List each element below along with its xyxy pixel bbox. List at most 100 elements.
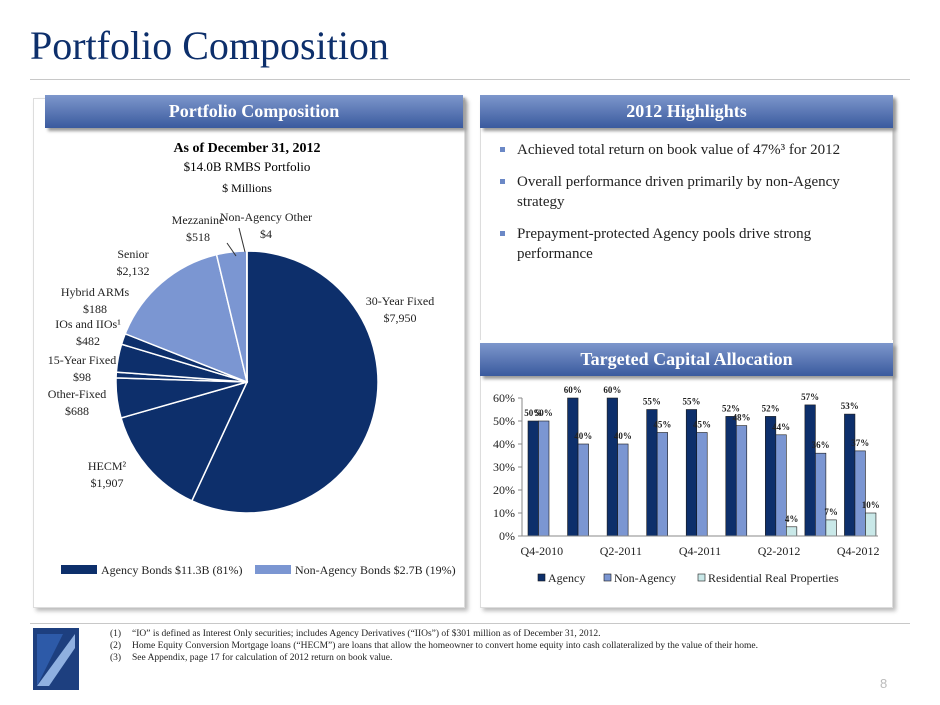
slice-label: Non-Agency Other: [220, 210, 312, 224]
y-tick-label: 50%: [493, 414, 515, 428]
bar: [606, 397, 618, 537]
panel-header: 2012 Highlights: [480, 95, 893, 128]
slice-value: $482: [76, 334, 100, 348]
x-tick-label: Q4-2011: [679, 544, 721, 558]
x-tick-label: Q2-2011: [600, 544, 642, 558]
x-tick-label: Q4-2010: [520, 544, 563, 558]
slice-label: Hybrid ARMs: [61, 285, 130, 299]
value-label: 60%: [603, 385, 621, 395]
x-tick-label: Q2-2012: [758, 544, 801, 558]
logo: [33, 628, 79, 690]
highlight: Overall performance driven primarily by …: [485, 172, 865, 212]
slice-value: $1,907: [91, 476, 124, 490]
footnote-number: (1): [110, 629, 122, 639]
slide-title: Portfolio Composition: [30, 23, 389, 68]
footnotes: (1) “IO” is defined as Interest Only secu…: [110, 629, 758, 665]
slice-value: $4: [260, 227, 272, 241]
value-label: 40%: [574, 431, 592, 441]
pie-slice: [120, 380, 249, 502]
leader-line: [226, 242, 237, 257]
legend-swatch: [537, 573, 546, 582]
slice-value: $518: [186, 230, 210, 244]
gap: [480, 340, 893, 344]
value-label: 50%: [524, 408, 542, 418]
bar: [538, 420, 550, 537]
bar: [844, 413, 856, 537]
bar: [656, 432, 668, 537]
legend-label: Residential Real Properties: [708, 571, 839, 585]
value-label: 7%: [824, 507, 838, 517]
footnote-number: (3): [110, 653, 122, 663]
pie-chart: As of December 31, 2012 $14.0B RMBS Port…: [48, 141, 456, 577]
bar: [725, 416, 737, 537]
value-label: 10%: [862, 500, 880, 510]
highlight: Prepayment-protected Agency pools drive …: [485, 224, 865, 264]
y-tick-label: 0%: [499, 529, 515, 543]
highlight: Achieved total return on book value of 4…: [485, 140, 865, 160]
slice-value: $98: [73, 370, 91, 384]
y-tick-label: 30%: [493, 460, 515, 474]
bar: [577, 443, 589, 537]
slice-value: $188: [83, 302, 107, 316]
value-label: 4%: [785, 514, 799, 524]
x-tick-label: Q4-2012: [837, 544, 880, 558]
slice-value: $688: [65, 404, 89, 418]
slice-label: IOs and IIOs¹: [55, 317, 121, 331]
chart-subtitle: $14.0B RMBS Portfolio: [184, 159, 311, 174]
slice-label: Mezzanine: [172, 213, 225, 227]
bar: [815, 452, 827, 537]
divider: [30, 79, 910, 80]
value-label: 44%: [772, 422, 790, 432]
panel-header: Portfolio Composition: [45, 95, 463, 128]
divider: [30, 623, 910, 624]
highlights: Achieved total return on book value of 4…: [485, 140, 865, 276]
value-label: 52%: [762, 403, 780, 413]
legend-label: Non-Agency: [614, 571, 676, 585]
value-label: 57%: [801, 392, 819, 402]
legend-swatch: [697, 573, 706, 582]
bar-chart: 0%10%20%30%40%50%60%50%50%Q4-201060%40%6…: [493, 385, 880, 585]
value-label: 60%: [564, 385, 582, 395]
bar: [696, 432, 708, 537]
slice-label: HECM²: [88, 459, 127, 473]
bar: [854, 450, 866, 537]
pie-slice: [190, 250, 379, 514]
value-label: 53%: [841, 401, 859, 411]
page-number: 8: [880, 676, 888, 691]
value-label: 55%: [682, 397, 700, 407]
bar: [567, 397, 579, 537]
value-label: 36%: [812, 440, 830, 450]
unit-label: $ Millions: [222, 181, 272, 195]
slice-label: 15-Year Fixed: [48, 353, 116, 367]
value-label: 50%: [535, 408, 553, 418]
y-tick-label: 20%: [493, 483, 515, 497]
slice-label: Senior: [117, 247, 148, 261]
slice-label: Other-Fixed: [48, 387, 106, 401]
legend-swatch: [603, 573, 612, 582]
chart-title: As of December 31, 2012: [173, 141, 320, 156]
slice-value: $7,950: [384, 311, 417, 325]
legend-label: Agency: [548, 571, 585, 585]
bar: [527, 420, 539, 537]
legend-swatch: [255, 565, 291, 574]
legend-label: Agency Bonds $11.3B (81%): [101, 563, 243, 577]
value-label: 55%: [643, 397, 661, 407]
slice-value: $2,132: [117, 264, 150, 278]
bar: [617, 443, 629, 537]
y-tick-label: 60%: [493, 391, 515, 405]
bar: [786, 526, 798, 537]
footnote: See Appendix, page 17 for calculation of…: [132, 653, 393, 663]
legend-swatch: [61, 565, 97, 574]
bar: [825, 519, 837, 537]
bar: [735, 425, 748, 537]
panel-header: Targeted Capital Allocation: [480, 343, 893, 376]
pie-slice: [124, 253, 249, 384]
footnote: Home Equity Conversion Mortgage loans (“…: [132, 641, 759, 651]
value-label: 48%: [733, 413, 751, 423]
legend-label: Non-Agency Bonds $2.7B (19%): [295, 563, 456, 577]
footnote: “IO” is defined as Interest Only securit…: [132, 629, 601, 639]
slice-label: 30-Year Fixed: [366, 294, 434, 308]
bar: [765, 416, 777, 537]
value-label: 45%: [653, 420, 671, 430]
